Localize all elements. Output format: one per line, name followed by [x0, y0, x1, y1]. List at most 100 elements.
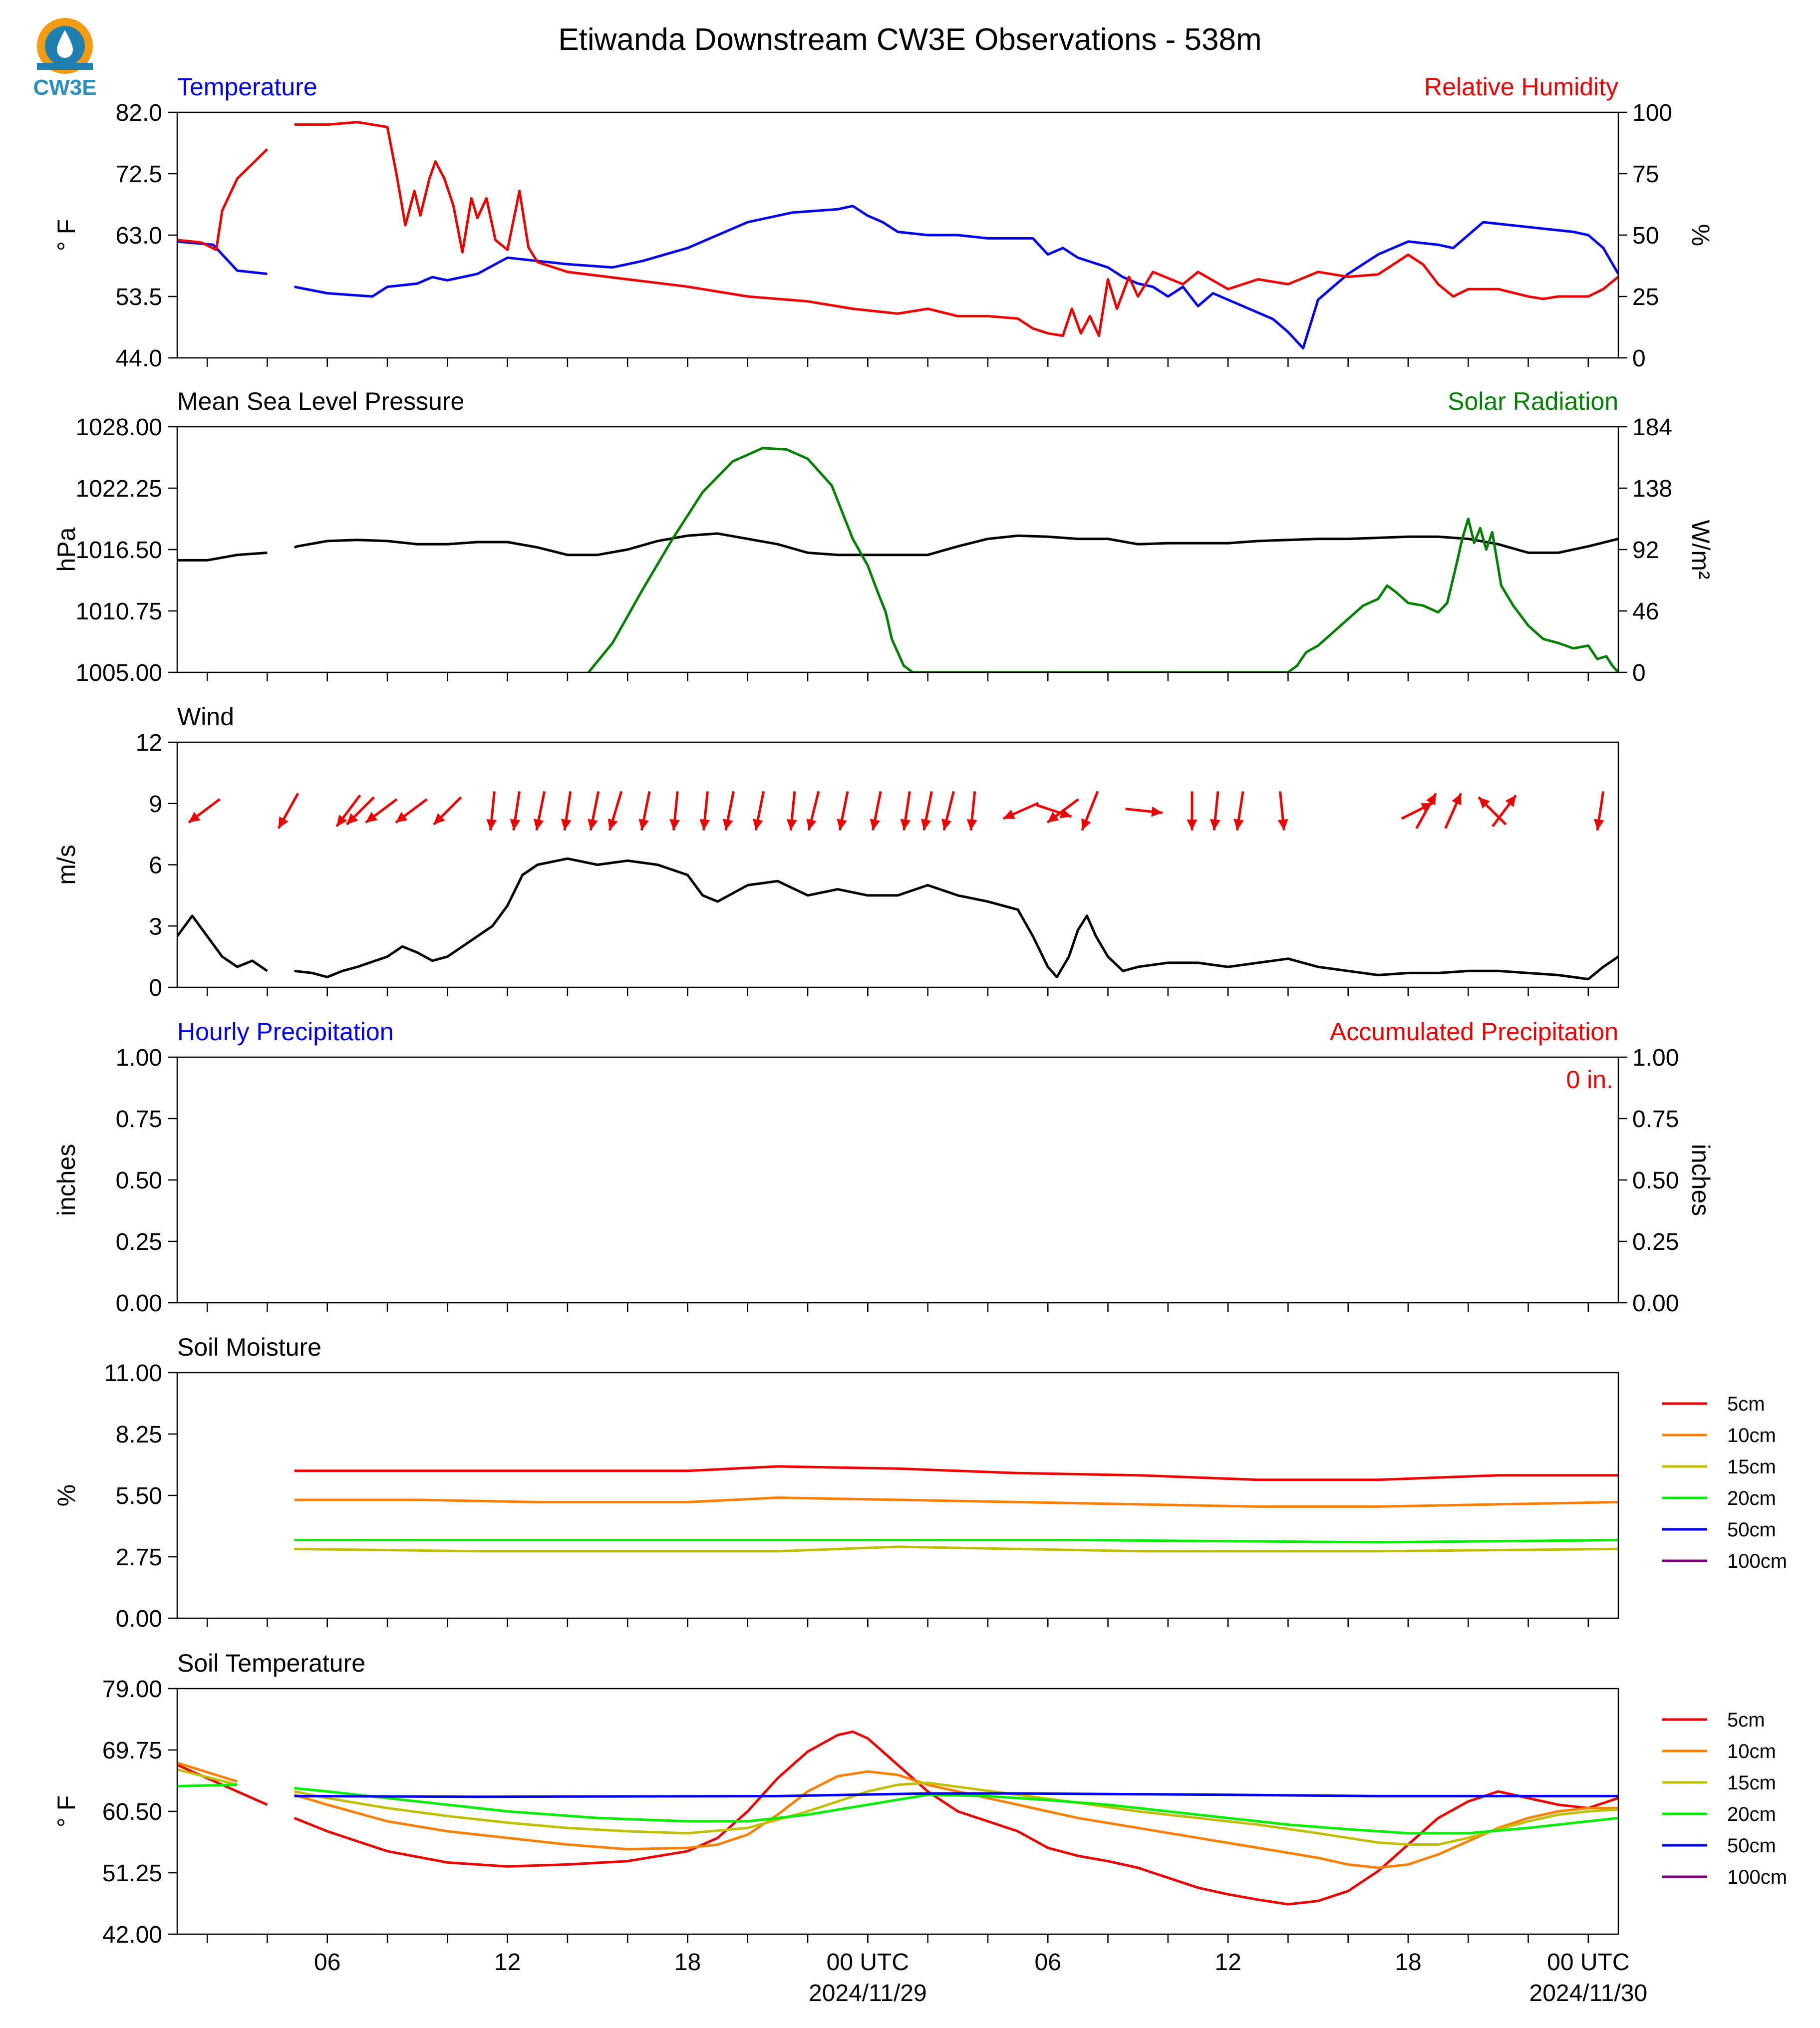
wind-arrow-head — [753, 819, 763, 831]
pressure-frame — [176, 426, 1619, 673]
legend-label: 50cm — [1727, 1519, 1776, 1541]
x-tick-date: 2024/11/29 — [809, 1980, 927, 2007]
wind-arrow-head — [279, 816, 289, 829]
soil_temperature-series-5cm-line — [177, 1730, 1618, 1906]
accumulated-value: 0 in. — [1566, 1066, 1613, 1094]
x-tick-label: 18 — [1395, 1949, 1421, 1976]
y-tick-label: 63.0 — [116, 223, 162, 249]
chart-title: Etiwanda Downstream CW3E Observations - … — [558, 22, 1261, 57]
y-tick-label: 1010.75 — [75, 598, 162, 625]
pressure-series-0-line — [177, 532, 1618, 562]
logo-wave — [37, 63, 93, 70]
precipitation-title: Hourly Precipitation — [177, 1018, 394, 1046]
wind-ylabel: m/s — [52, 845, 80, 885]
y-tick-label: 1016.50 — [75, 537, 162, 564]
x-tick-label: 18 — [674, 1949, 701, 1976]
wind-arrow-head — [870, 819, 881, 831]
y-tick-label: 12 — [136, 730, 162, 756]
y-tick-label: 72.5 — [116, 161, 162, 188]
y-tick-label-right: 184 — [1632, 414, 1672, 441]
legend-label: 100cm — [1727, 1550, 1787, 1572]
temperature-ylabel: ° F — [52, 219, 80, 251]
temperature-series-0-line — [177, 205, 1618, 350]
precipitation-ylabel: inches — [52, 1144, 80, 1216]
logo-text: CW3E — [33, 75, 96, 100]
wind-arrow-head — [966, 819, 977, 831]
soil_moisture-series-15cm-line — [294, 1545, 1618, 1553]
y-tick-label-right: 0.00 — [1632, 1290, 1679, 1317]
wind-arrow-head — [1505, 795, 1516, 807]
y-tick-label: 0.50 — [116, 1167, 162, 1194]
y-tick-label-right: 25 — [1632, 284, 1659, 310]
wind-arrow-head — [1081, 818, 1091, 831]
pressure-title-right: Solar Radiation — [1448, 387, 1618, 415]
precipitation-ylabel-right: inches — [1687, 1144, 1715, 1216]
legend-label: 5cm — [1727, 1709, 1765, 1731]
wind-arrow-head — [1151, 806, 1163, 817]
wind-arrow-head — [561, 819, 572, 831]
pressure-title: Mean Sea Level Pressure — [177, 387, 464, 415]
y-tick-label-right: 0.75 — [1632, 1106, 1679, 1133]
wind-arrow-head — [533, 819, 544, 831]
wind-arrow-head — [510, 819, 521, 831]
wind-arrow-head — [699, 819, 710, 831]
legend-label: 100cm — [1727, 1866, 1787, 1888]
y-tick-label-right: 50 — [1632, 223, 1659, 249]
wind-arrow-head — [900, 819, 911, 831]
x-tick-label: 00 UTC — [1547, 1949, 1629, 1976]
y-tick-label: 8.25 — [116, 1422, 162, 1448]
x-tick-label: 06 — [314, 1949, 340, 1976]
cw3e-logo: CW3E — [25, 15, 105, 105]
y-tick-label-right: 1.00 — [1632, 1045, 1679, 1071]
wind-arrow-head — [434, 813, 445, 825]
y-tick-label-right: 46 — [1632, 598, 1659, 625]
soil_moisture-ylabel: % — [52, 1484, 80, 1506]
soil_temperature-series-20cm-line — [177, 1783, 1618, 1835]
y-tick-label-right: 0.50 — [1632, 1167, 1679, 1194]
logo-drop-icon — [57, 30, 73, 58]
y-tick-label: 5.50 — [116, 1483, 162, 1509]
x-tick-label: 12 — [494, 1949, 521, 1976]
y-tick-label: 1.00 — [116, 1045, 162, 1071]
wind-arrow-head — [920, 819, 931, 831]
pressure-series-1-line — [588, 447, 1618, 672]
y-tick-label: 0.00 — [116, 1290, 162, 1317]
wind-arrow-head — [1187, 819, 1198, 831]
y-tick-label: 44.0 — [116, 345, 162, 372]
x-tick-label: 06 — [1035, 1949, 1061, 1976]
wind-arrow-head — [1277, 819, 1288, 831]
wind-arrow-head — [1047, 812, 1059, 823]
y-tick-label-right: 92 — [1632, 537, 1659, 564]
soil_moisture-title: Soil Moisture — [177, 1333, 321, 1361]
wind-arrow-head — [1479, 797, 1490, 809]
y-tick-label: 1005.00 — [75, 660, 162, 686]
legend-label: 10cm — [1727, 1425, 1776, 1447]
wind-arrow-head — [1452, 793, 1462, 806]
temperature-series-1-line — [177, 121, 1618, 337]
y-tick-label: 51.25 — [102, 1860, 162, 1887]
temperature-ylabel-right: % — [1687, 224, 1715, 246]
wind-arrow-head — [1210, 819, 1220, 831]
wind-arrow-head — [786, 819, 797, 831]
y-tick-label-right: 100 — [1632, 100, 1672, 126]
wind-arrow-head — [365, 812, 378, 823]
wind-arrow-head — [638, 819, 649, 831]
wind-arrow-head — [486, 819, 497, 831]
wind-arrow-head — [722, 819, 733, 831]
precipitation-title-right: Accumulated Precipitation — [1330, 1018, 1618, 1046]
x-tick-label: 12 — [1214, 1949, 1241, 1976]
soil_temperature-title: Soil Temperature — [177, 1649, 365, 1677]
legend-label: 20cm — [1727, 1487, 1776, 1509]
precipitation-frame — [176, 1056, 1619, 1304]
pressure-ylabel: hPa — [52, 527, 80, 572]
soil_temperature-series-50cm-line — [294, 1792, 1618, 1798]
temperature-title-right: Relative Humidity — [1424, 73, 1618, 101]
soil_moisture-frame — [176, 1372, 1619, 1619]
y-tick-label: 9 — [149, 791, 162, 818]
wind-arrow-head — [806, 818, 817, 831]
legend-label: 5cm — [1727, 1393, 1765, 1415]
wind-arrow-head — [1426, 793, 1436, 806]
y-tick-label-right: 0.25 — [1632, 1229, 1679, 1255]
y-tick-label: 79.00 — [102, 1676, 162, 1703]
